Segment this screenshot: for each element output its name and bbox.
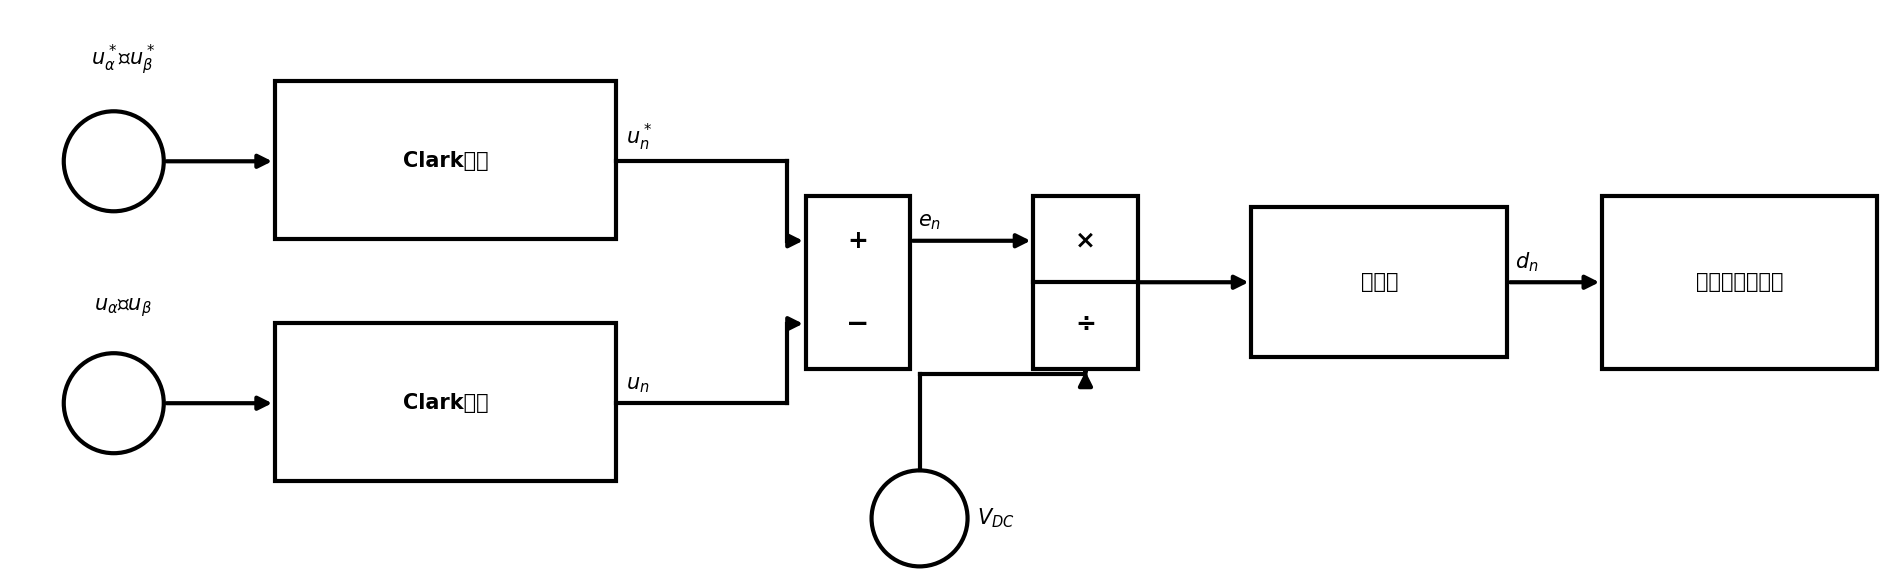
Bar (1251, 207, 1507, 357)
Text: Clark变换: Clark变换 (402, 393, 489, 413)
Text: 平均值: 平均值 (1361, 272, 1397, 292)
Text: $u_{\alpha}^*$、$u_{\beta}^*$: $u_{\alpha}^*$、$u_{\beta}^*$ (91, 42, 155, 77)
Bar (1602, 196, 1877, 369)
Text: $V_{DC}$: $V_{DC}$ (976, 507, 1014, 530)
Text: $u_n$: $u_n$ (626, 374, 648, 395)
Text: $e_n$: $e_n$ (918, 212, 940, 232)
Text: $d_n$: $d_n$ (1515, 250, 1538, 274)
Text: 故障检测和定位: 故障检测和定位 (1695, 272, 1784, 292)
Bar (806, 196, 910, 369)
Text: ×: × (1075, 229, 1096, 253)
Bar (1033, 196, 1138, 369)
Text: ÷: ÷ (1075, 312, 1096, 336)
Text: −: − (846, 310, 870, 338)
Bar (275, 81, 616, 239)
Text: +: + (848, 229, 868, 253)
Text: $u_{\alpha}$、$u_{\beta}$: $u_{\alpha}$、$u_{\beta}$ (95, 296, 152, 319)
Text: $u_n^*$: $u_n^*$ (626, 122, 652, 153)
Text: Clark变换: Clark变换 (402, 151, 489, 171)
Bar (275, 323, 616, 481)
